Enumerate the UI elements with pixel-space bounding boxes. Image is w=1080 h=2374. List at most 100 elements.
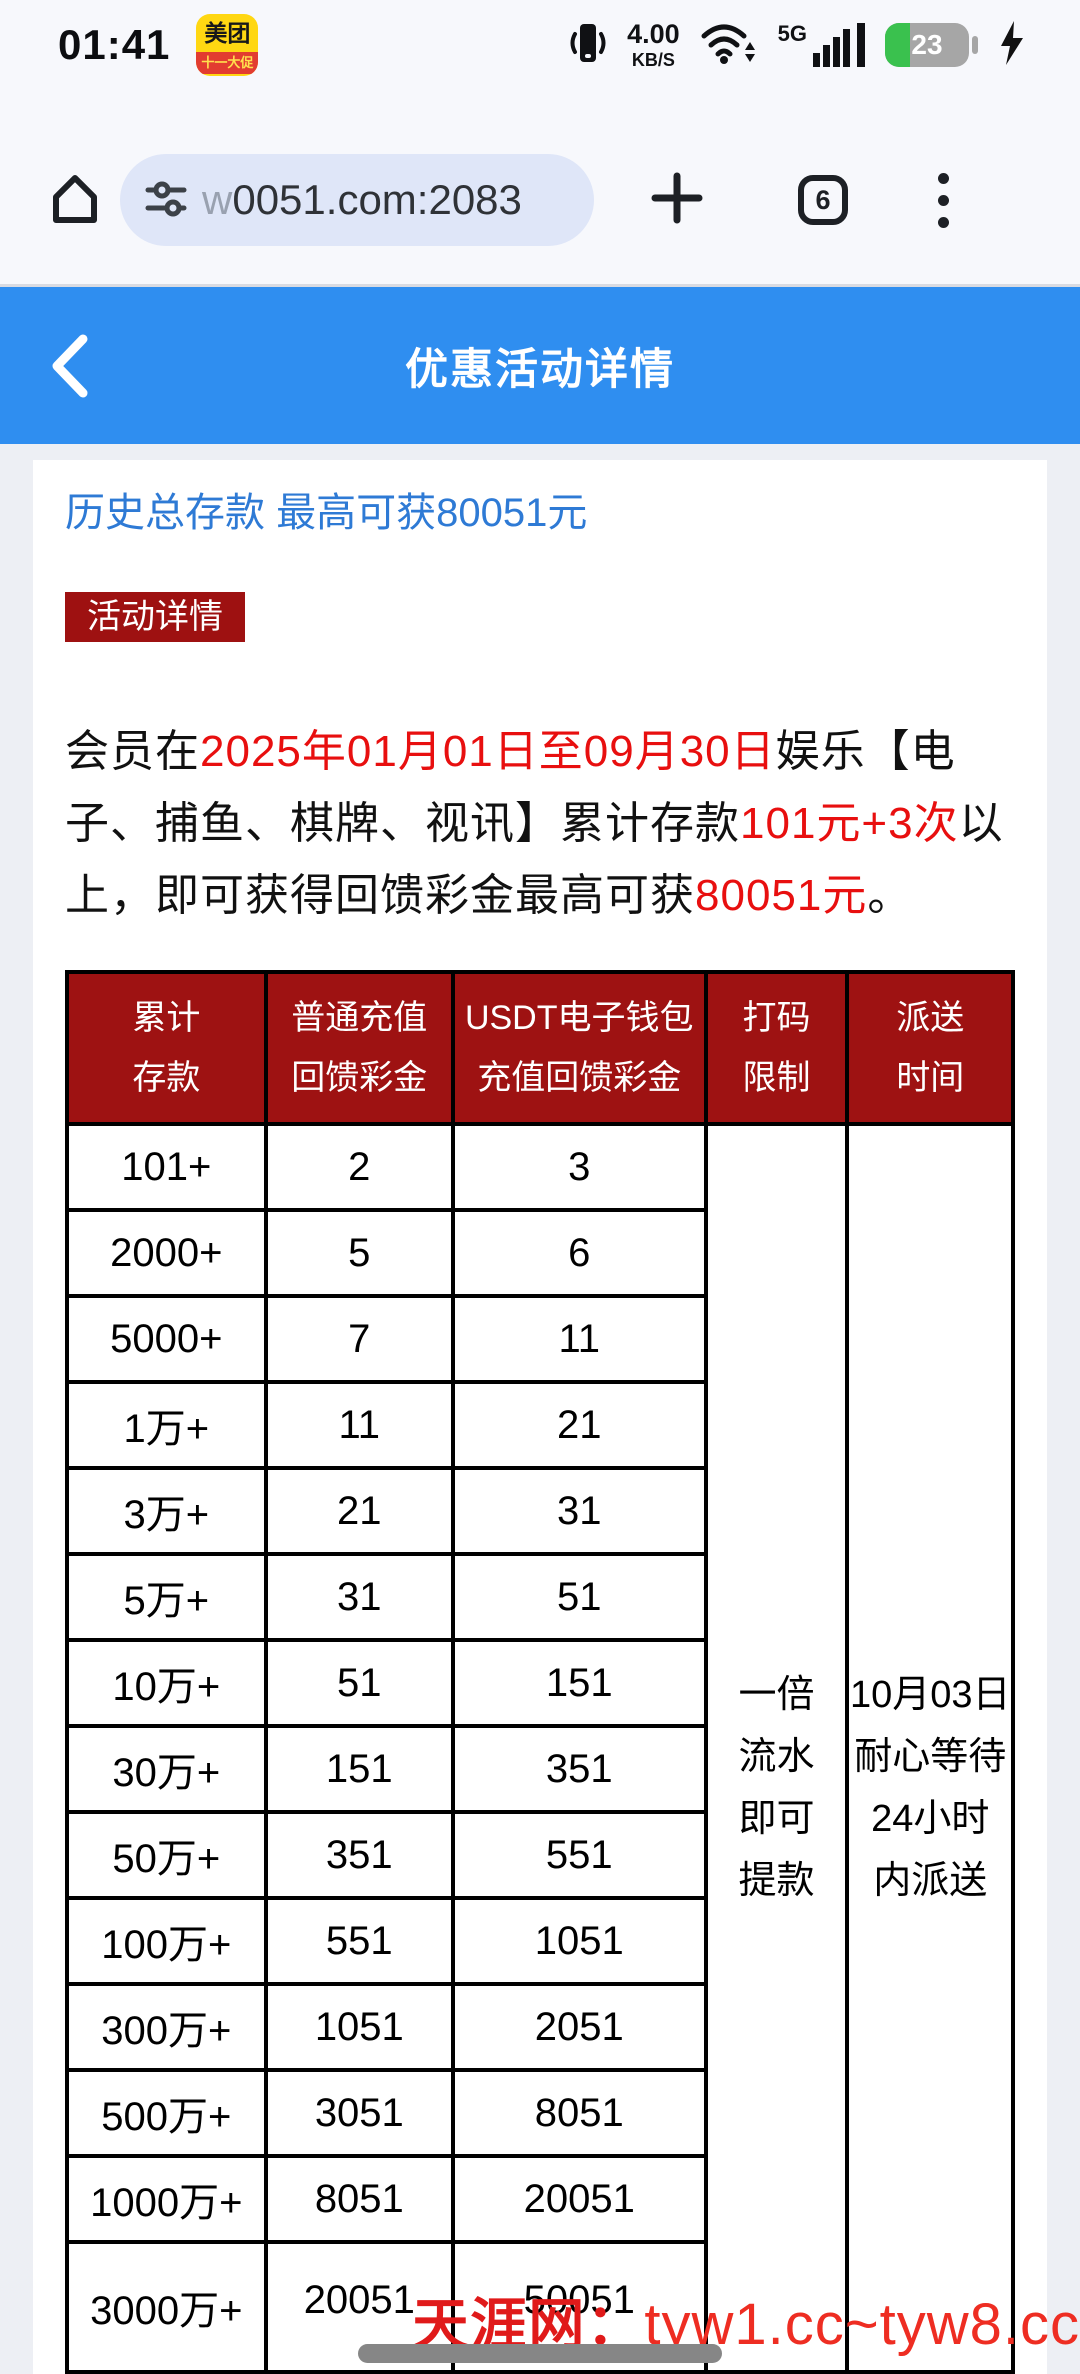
table-cell: 51 — [450, 1552, 708, 1642]
new-tab-icon[interactable] — [648, 169, 706, 232]
network-type-label: 5G — [777, 21, 807, 46]
table-row: 500万+ 3051 8051 — [65, 2068, 1013, 2158]
table-cell: 351 — [450, 1724, 708, 1814]
table-row: 100万+ 551 1051 — [65, 1896, 1013, 1986]
tab-count: 6 — [815, 184, 831, 215]
table-cell: 8051 — [263, 2154, 455, 2244]
battery-level-fill — [885, 23, 911, 67]
battery-indicator: 23 — [885, 23, 978, 67]
promo-highlight-text: 80051元 — [695, 871, 868, 920]
table-cell: 3 — [450, 1122, 708, 1212]
table-row: 5000+ 7 11 — [65, 1294, 1013, 1384]
table-header-row: 累计 存款 普通充值 回馈彩金 USDT电子钱包 充值回馈彩金 打码 限制 派送 时间 — [65, 970, 1015, 1126]
page-content: 历史总存款 最高可获80051元 活动详情 会员在2025年01月01日至09月… — [0, 444, 1080, 2374]
table-row: 50万+ 351 551 — [65, 1810, 1013, 1900]
network-speed-value: 4.00 — [627, 19, 680, 49]
tune-icon[interactable] — [144, 176, 188, 225]
table-cell: 1051 — [263, 1982, 455, 2072]
meituan-app-label: 美团 — [204, 20, 251, 46]
url-text-main: 0051.com:2083 — [232, 176, 522, 223]
table-cell: 51 — [263, 1638, 455, 1728]
table-cell: 2051 — [450, 1982, 708, 2072]
table-row: 5万+ 31 51 — [65, 1552, 1013, 1642]
table-cell: 500万+ — [65, 2068, 268, 2158]
table-cell: 5 — [263, 1208, 455, 1298]
home-icon[interactable] — [44, 167, 106, 234]
table-cell: 31 — [263, 1552, 455, 1642]
activity-detail-badge: 活动详情 — [65, 592, 245, 642]
table-cell: 100万+ — [65, 1896, 268, 1986]
back-button[interactable] — [40, 331, 100, 401]
table-header-cell: 普通充值 回馈彩金 — [263, 970, 455, 1126]
table-row: 1000万+ 8051 20051 — [65, 2154, 1013, 2244]
promo-highlight-text: 101元+3次 — [740, 799, 959, 848]
table-cell: 5万+ — [65, 1552, 268, 1642]
table-cell: 20051 — [450, 2154, 708, 2244]
table-cell: 101+ — [65, 1122, 268, 1212]
table-cell: 2000+ — [65, 1208, 268, 1298]
table-row: 101+ 2 3 一倍 流水 即可 提款 10月03日 耐心等待 24小时 内派送 — [65, 1122, 1015, 2374]
promo-text: 会员在 — [65, 727, 200, 776]
promo-card: 历史总存款 最高可获80051元 活动详情 会员在2025年01月01日至09月… — [33, 460, 1047, 2374]
wager-limit-cell: 一倍 流水 即可 提款 — [703, 1122, 850, 2374]
status-bar: 01:41 美团 十一大促 4.00 KB/S — [0, 0, 1080, 90]
browser-toolbar: w0051.com:2083 6 — [0, 90, 1080, 287]
url-address-bar[interactable]: w0051.com:2083 — [120, 154, 594, 246]
battery-nub — [972, 36, 978, 54]
page-header: 优惠活动详情 — [0, 287, 1080, 444]
table-cell: 50万+ — [65, 1810, 268, 1900]
clock: 01:41 — [58, 21, 171, 68]
meituan-app-badge: 十一大促 — [196, 52, 259, 74]
table-cell: 1000万+ — [65, 2154, 268, 2244]
table-cell: 30万+ — [65, 1724, 268, 1814]
table-cell: 6 — [450, 1208, 708, 1298]
promo-text: 。 — [867, 871, 913, 920]
gesture-navigation-bar[interactable] — [358, 2344, 722, 2363]
table-header-cell: 累计 存款 — [65, 970, 268, 1126]
table-cell: 1万+ — [65, 1380, 268, 1470]
rebate-table: 累计 存款 普通充值 回馈彩金 USDT电子钱包 充值回馈彩金 打码 限制 派送 时间 101+ 2… — [65, 970, 1015, 2374]
url-text-faded: w — [202, 176, 233, 223]
table-cell: 3051 — [263, 2068, 455, 2158]
table-row: 30万+ 151 351 — [65, 1724, 1013, 1814]
url-text[interactable]: w0051.com:2083 — [202, 176, 522, 224]
meituan-app-icon: 美团 十一大促 — [196, 14, 259, 76]
table-cell: 3万+ — [65, 1466, 268, 1556]
table-row: 300万+ 1051 2051 — [65, 1982, 1013, 2072]
table-head: 累计 存款 普通充值 回馈彩金 USDT电子钱包 充值回馈彩金 打码 限制 派送 时间 — [65, 970, 1015, 1126]
network-speed-unit: KB/S — [631, 50, 675, 70]
table-row: 3万+ 21 31 — [65, 1466, 1013, 1556]
promo-paragraph: 会员在2025年01月01日至09月30日娱乐【电子、捕鱼、棋牌、视讯】累计存款… — [65, 716, 1015, 932]
battery-icon: 23 — [885, 23, 969, 67]
table-cell: 21 — [450, 1380, 708, 1470]
page-title: 优惠活动详情 — [405, 345, 675, 394]
promo-highlight-text: 2025年01月01日至09月30日 — [200, 727, 776, 776]
table-cell: 10万+ — [65, 1638, 268, 1728]
table-cell: 1051 — [450, 1896, 708, 1986]
charging-bolt-icon — [998, 20, 1026, 71]
table-cell: 5000+ — [65, 1294, 268, 1384]
table-header-cell: USDT电子钱包 充值回馈彩金 — [450, 970, 708, 1126]
history-deposit-link[interactable]: 历史总存款 最高可获80051元 — [65, 491, 588, 535]
table-row: 10万+ 51 151 — [65, 1638, 1013, 1728]
table-cell: 151 — [263, 1724, 455, 1814]
table-cell: 8051 — [450, 2068, 708, 2158]
table-header-cell: 打码 限制 — [703, 970, 850, 1126]
table-header-cell: 派送 时间 — [845, 970, 1015, 1126]
tab-switcher-button[interactable]: 6 — [798, 175, 848, 225]
wifi-icon — [700, 20, 758, 71]
table-cell: 11 — [450, 1294, 708, 1384]
delivery-time-cell: 10月03日 耐心等待 24小时 内派送 — [845, 1122, 1015, 2374]
vibrate-icon — [569, 19, 607, 72]
table-cell: 551 — [263, 1896, 455, 1986]
promo-text: 以上，即可获得回馈彩金最高可获 — [65, 799, 1004, 920]
table-cell: 31 — [450, 1466, 708, 1556]
table-cell: 300万+ — [65, 1982, 268, 2072]
table-cell: 351 — [263, 1810, 455, 1900]
table-cell: 151 — [450, 1638, 708, 1728]
browser-menu-icon[interactable] — [938, 172, 949, 228]
network-speed: 4.00 KB/S — [627, 19, 680, 70]
table-row: 1万+ 11 21 — [65, 1380, 1013, 1470]
cellular-signal-icon: 5G — [778, 23, 865, 67]
table-cell: 7 — [263, 1294, 455, 1384]
